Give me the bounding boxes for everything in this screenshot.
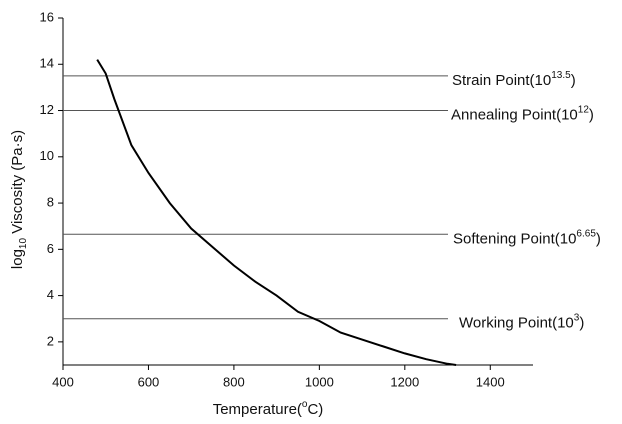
reference-close: ) — [579, 315, 584, 332]
y-axis-label: log10 Viscosity (Pa·s) — [9, 130, 29, 269]
y-label-text: log — [9, 249, 26, 269]
x-label-end: C) — [307, 401, 323, 418]
reference-exponent: 3 — [574, 312, 580, 323]
data-line — [96, 59, 457, 366]
reference-label: Working Point(103) — [459, 312, 584, 331]
y-tick-label: 8 — [47, 195, 54, 210]
reference-exponent: 12 — [578, 104, 590, 115]
x-tick-label: 1400 — [476, 374, 505, 389]
y-tick-label: 12 — [40, 102, 54, 117]
reference-exponent: 6.65 — [576, 228, 596, 239]
reference-label: Annealing Point(1012) — [451, 104, 594, 123]
x-tick-label: 1200 — [390, 374, 419, 389]
y-tick-label: 6 — [47, 241, 54, 256]
y-label-end: Viscosity (Pa·s) — [9, 130, 26, 238]
reference-close: ) — [571, 72, 576, 89]
x-tick-label: 1000 — [305, 374, 334, 389]
x-label-sup: o — [302, 399, 308, 410]
y-tick-label: 16 — [40, 9, 54, 24]
reference-label: Strain Point(1013.5) — [452, 69, 576, 88]
x-tick-label: 600 — [138, 374, 160, 389]
y-tick-label: 10 — [40, 148, 54, 163]
y-tick-label: 4 — [47, 287, 54, 302]
reference-exponent: 13.5 — [551, 69, 571, 80]
y-tick-label: 2 — [47, 333, 54, 348]
reference-close: ) — [589, 107, 594, 124]
x-axis-label: Temperature(oC) — [213, 399, 324, 418]
reference-text: Annealing Point(10 — [451, 107, 578, 124]
y-tick-label: 14 — [40, 56, 54, 71]
y-label-sub: 10 — [18, 238, 29, 250]
x-label-text: Temperature( — [213, 401, 302, 418]
reference-text: Softening Point(10 — [453, 230, 576, 247]
x-tick-label: 400 — [52, 374, 74, 389]
reference-label: Softening Point(106.65) — [453, 228, 601, 247]
reference-text: Working Point(10 — [459, 315, 574, 332]
reference-text: Strain Point(10 — [452, 72, 551, 89]
x-tick-label: 800 — [223, 374, 245, 389]
reference-close: ) — [596, 230, 601, 247]
